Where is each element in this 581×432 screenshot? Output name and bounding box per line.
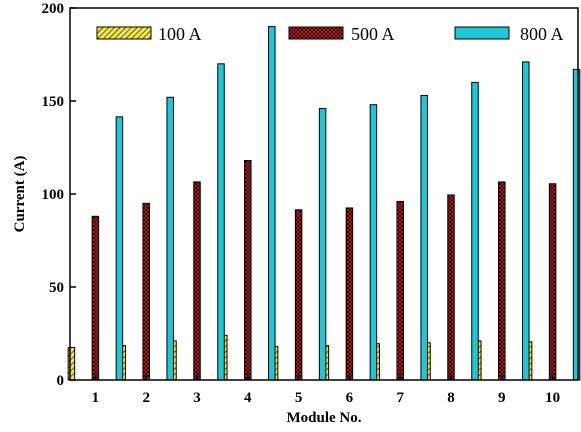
- bar-500a-module-8: [447, 194, 455, 381]
- bar-500a-module-9: [498, 181, 506, 381]
- bar-800a-module-1: [115, 116, 124, 381]
- bar-500a-module-1: [91, 215, 100, 381]
- bars: [67, 26, 581, 381]
- bar-800a-module-10: [572, 68, 581, 381]
- bar-500a-module-3: [193, 181, 201, 381]
- legend-label: 800 A: [520, 24, 564, 44]
- bar-800a-module-5: [318, 107, 327, 381]
- legend-swatch: [454, 26, 510, 40]
- x-axis-title: Module No.: [287, 410, 362, 426]
- y-tick-label: 150: [42, 94, 65, 110]
- x-tick-label: 7: [396, 390, 404, 406]
- x-tick-label: 3: [193, 390, 201, 406]
- bar-500a-module-4: [244, 160, 252, 381]
- y-tick-label: 50: [49, 280, 64, 296]
- legend-swatch: [96, 26, 152, 40]
- y-tick-label: 100: [42, 187, 65, 203]
- bar-800a-module-8: [471, 81, 479, 381]
- legend-swatch: [288, 26, 344, 40]
- x-tick-label: 4: [244, 390, 252, 406]
- bar-500a-module-6: [345, 207, 354, 381]
- bar-800a-module-7: [420, 94, 428, 381]
- x-tick-label: 8: [447, 390, 455, 406]
- bar-100a-module-1: [67, 346, 76, 381]
- x-tick-label: 10: [545, 390, 560, 406]
- bar-800a-module-4: [268, 26, 276, 381]
- bar-500a-module-5: [294, 209, 303, 381]
- legend: 100 A 500 A 800 A: [96, 24, 564, 44]
- legend-label: 500 A: [351, 24, 395, 44]
- x-tick-label: 6: [346, 390, 354, 406]
- bar-500a-module-2: [142, 202, 150, 381]
- bar-800a-module-2: [166, 96, 174, 381]
- bar-500a-module-10: [548, 183, 557, 381]
- x-tick-label: 2: [142, 390, 150, 406]
- y-tick-label: 0: [57, 373, 65, 389]
- y-tick-label: 200: [42, 1, 65, 17]
- bar-800a-module-3: [217, 63, 225, 381]
- x-tick-label: 1: [92, 390, 100, 406]
- y-axis-title: Current (A): [12, 156, 28, 233]
- bar-800a-module-6: [369, 104, 378, 381]
- legend-label: 100 A: [158, 24, 202, 44]
- axis-ticks: 0 50 100 150 200 1 2 3 4 5 6 7 8 9 10: [42, 1, 561, 406]
- bar-800a-module-9: [522, 61, 530, 381]
- x-tick-label: 5: [295, 390, 303, 406]
- bar-500a-module-7: [396, 200, 404, 381]
- x-tick-label: 9: [498, 390, 506, 406]
